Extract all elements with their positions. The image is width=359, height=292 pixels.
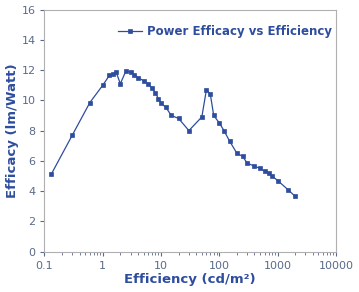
- Power Efficacy vs Efficiency: [129, 71, 133, 74]
- Power Efficacy vs Efficiency: [70, 133, 74, 137]
- Power Efficacy vs Efficiency: [150, 86, 154, 90]
- Power Efficacy vs Efficiency: [169, 114, 173, 117]
- Power Efficacy vs Efficiency: [146, 82, 150, 86]
- Power Efficacy vs Efficiency: [156, 97, 160, 100]
- Power Efficacy vs Efficiency: [49, 173, 53, 176]
- Power Efficacy vs Efficiency: [217, 121, 222, 125]
- Power Efficacy vs Efficiency: [88, 101, 92, 104]
- Power Efficacy vs Efficiency: [266, 171, 271, 175]
- Y-axis label: Efficacy (lm/Watt): Efficacy (lm/Watt): [5, 63, 19, 198]
- Line: Power Efficacy vs Efficiency: Power Efficacy vs Efficiency: [49, 68, 298, 199]
- Power Efficacy vs Efficiency: [293, 195, 297, 198]
- Power Efficacy vs Efficiency: [159, 102, 163, 105]
- Power Efficacy vs Efficiency: [204, 88, 209, 91]
- Power Efficacy vs Efficiency: [132, 73, 137, 77]
- Power Efficacy vs Efficiency: [107, 74, 112, 77]
- Power Efficacy vs Efficiency: [252, 164, 257, 168]
- Power Efficacy vs Efficiency: [153, 91, 158, 95]
- Power Efficacy vs Efficiency: [286, 188, 290, 191]
- Power Efficacy vs Efficiency: [200, 115, 204, 119]
- Power Efficacy vs Efficiency: [187, 129, 191, 132]
- Power Efficacy vs Efficiency: [241, 154, 245, 158]
- X-axis label: Efficiency (cd/m²): Efficiency (cd/m²): [125, 273, 256, 286]
- Power Efficacy vs Efficiency: [164, 105, 168, 109]
- Power Efficacy vs Efficiency: [111, 72, 115, 76]
- Power Efficacy vs Efficiency: [141, 79, 146, 82]
- Power Efficacy vs Efficiency: [245, 161, 250, 165]
- Power Efficacy vs Efficiency: [222, 129, 226, 132]
- Legend: Power Efficacy vs Efficiency: Power Efficacy vs Efficiency: [113, 20, 337, 43]
- Power Efficacy vs Efficiency: [258, 167, 262, 170]
- Power Efficacy vs Efficiency: [262, 170, 267, 173]
- Power Efficacy vs Efficiency: [124, 69, 128, 73]
- Power Efficacy vs Efficiency: [118, 82, 122, 86]
- Power Efficacy vs Efficiency: [235, 152, 239, 155]
- Power Efficacy vs Efficiency: [270, 174, 274, 178]
- Power Efficacy vs Efficiency: [211, 114, 216, 117]
- Power Efficacy vs Efficiency: [101, 84, 105, 87]
- Power Efficacy vs Efficiency: [208, 93, 213, 96]
- Power Efficacy vs Efficiency: [114, 71, 118, 74]
- Power Efficacy vs Efficiency: [275, 179, 280, 182]
- Power Efficacy vs Efficiency: [136, 76, 140, 79]
- Power Efficacy vs Efficiency: [177, 117, 181, 120]
- Power Efficacy vs Efficiency: [228, 140, 232, 143]
